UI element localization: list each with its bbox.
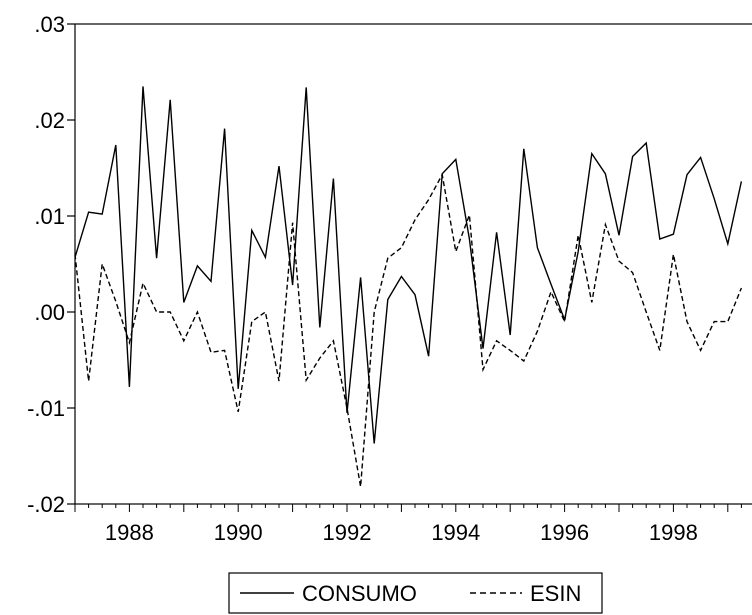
legend-label-esin: ESIN [530,581,581,606]
series-line-esin [74,172,743,487]
x-axis: 1988 1990 1992 1994 1996 1998 [74,504,742,545]
legend: CONSUMO ESIN [228,572,603,614]
y-tick-label: -.02 [27,492,65,517]
x-tick-label: 1996 [540,520,589,545]
series-layer [74,86,743,487]
plot-area-frame [74,23,752,505]
y-tick-label: .02 [34,108,65,133]
x-tick-label: 1988 [105,520,154,545]
x-tick-label: 1998 [649,520,698,545]
y-tick-label: -.01 [27,396,65,421]
y-tick-label: .03 [34,12,65,37]
y-tick-label: .01 [34,204,65,229]
y-tick-label: .00 [34,300,65,325]
series-line-consumo [74,86,743,444]
legend-label-consumo: CONSUMO [302,581,417,606]
y-axis: .03 .02 .01 .00 -.01 -.02 [27,12,75,517]
x-tick-label: 1994 [431,520,480,545]
x-tick-label: 1990 [214,520,263,545]
x-tick-label: 1992 [323,520,372,545]
